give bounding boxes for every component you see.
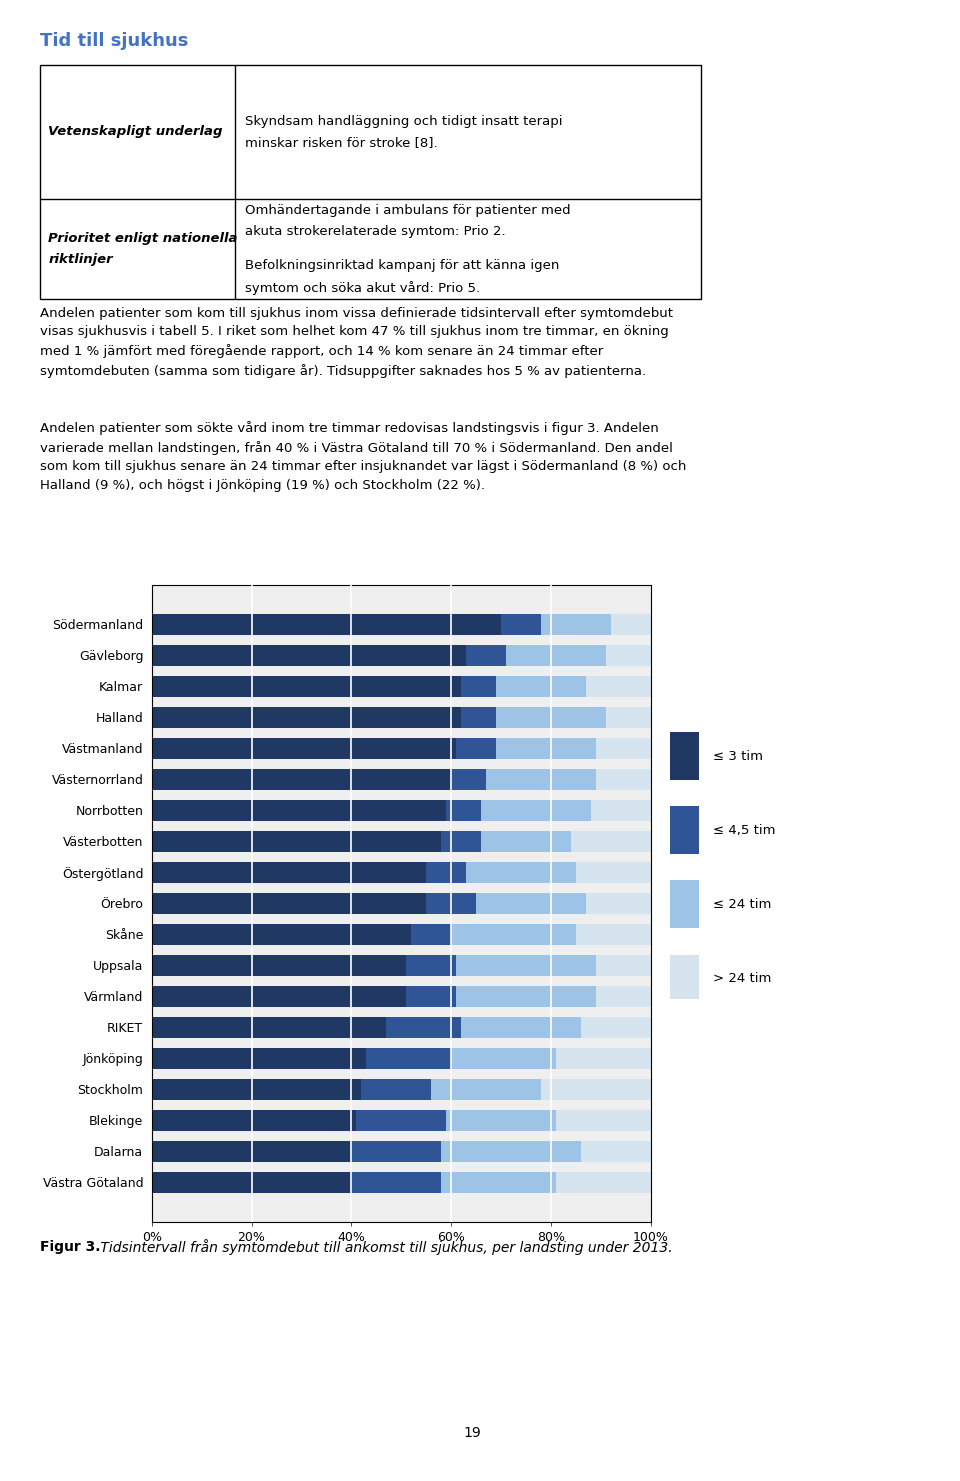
Bar: [152, 800, 446, 820]
Bar: [152, 675, 461, 698]
Bar: [581, 1017, 651, 1038]
Bar: [442, 831, 481, 852]
Bar: [461, 706, 496, 729]
Bar: [556, 1171, 651, 1192]
Text: > 24 tim: > 24 tim: [713, 972, 772, 985]
Bar: [556, 1109, 651, 1131]
Text: Andelen patienter som sökte vård inom tre timmar redovisas landstingsvis i figur: Andelen patienter som sökte vård inom tr…: [40, 421, 686, 492]
Bar: [386, 1017, 461, 1038]
Bar: [451, 1049, 556, 1069]
Bar: [152, 955, 406, 976]
Bar: [556, 1049, 651, 1069]
Bar: [467, 644, 506, 666]
Bar: [152, 831, 442, 852]
Bar: [152, 769, 451, 789]
Bar: [670, 954, 699, 1001]
Bar: [406, 986, 456, 1007]
Bar: [596, 986, 651, 1007]
Bar: [426, 893, 476, 914]
Bar: [152, 924, 411, 945]
Bar: [431, 1078, 541, 1100]
Bar: [541, 615, 611, 635]
Bar: [501, 615, 541, 635]
Bar: [496, 675, 586, 698]
Text: Prioritet enligt nationella
riktlinjer: Prioritet enligt nationella riktlinjer: [48, 233, 238, 267]
Bar: [670, 880, 699, 927]
Bar: [586, 675, 651, 698]
Text: Vetenskapligt underlag: Vetenskapligt underlag: [48, 126, 223, 138]
Bar: [576, 862, 651, 883]
Bar: [361, 1078, 431, 1100]
Bar: [467, 862, 576, 883]
Bar: [411, 924, 451, 945]
Bar: [406, 955, 456, 976]
Bar: [670, 732, 699, 779]
Bar: [591, 800, 651, 820]
Bar: [506, 644, 606, 666]
Bar: [541, 1078, 651, 1100]
Bar: [451, 924, 576, 945]
Text: 19: 19: [464, 1426, 481, 1440]
Text: ≤ 3 tim: ≤ 3 tim: [713, 749, 763, 763]
Bar: [581, 1140, 651, 1163]
Bar: [670, 806, 699, 853]
Bar: [481, 800, 591, 820]
Bar: [152, 1140, 351, 1163]
Text: ≤ 24 tim: ≤ 24 tim: [713, 897, 772, 911]
Text: Tidsintervall från symtomdebut till ankomst till sjukhus, per landsting under 20: Tidsintervall från symtomdebut till anko…: [96, 1240, 673, 1254]
Bar: [451, 769, 486, 789]
Bar: [152, 706, 461, 729]
Bar: [576, 924, 651, 945]
Bar: [152, 615, 501, 635]
Bar: [596, 955, 651, 976]
Bar: [442, 1171, 556, 1192]
Bar: [351, 1140, 442, 1163]
Bar: [152, 1049, 367, 1069]
Bar: [496, 706, 606, 729]
Bar: [446, 800, 481, 820]
Bar: [442, 1140, 581, 1163]
Bar: [606, 706, 651, 729]
Bar: [596, 769, 651, 789]
Bar: [152, 644, 467, 666]
Bar: [152, 1078, 361, 1100]
Bar: [356, 1109, 446, 1131]
Text: ≤ 4,5 tim: ≤ 4,5 tim: [713, 823, 776, 837]
Text: Figur 3.: Figur 3.: [40, 1240, 101, 1254]
Bar: [486, 769, 596, 789]
Bar: [456, 955, 596, 976]
Bar: [152, 893, 426, 914]
Bar: [461, 675, 496, 698]
Bar: [351, 1171, 442, 1192]
Text: Andelen patienter som kom till sjukhus inom vissa definierade tidsintervall efte: Andelen patienter som kom till sjukhus i…: [40, 307, 673, 378]
Bar: [456, 738, 496, 758]
Text: Tid till sjukhus: Tid till sjukhus: [40, 31, 189, 50]
Bar: [152, 1017, 386, 1038]
Bar: [571, 831, 651, 852]
Bar: [152, 862, 426, 883]
Bar: [367, 1049, 451, 1069]
Bar: [152, 1109, 356, 1131]
Bar: [152, 738, 456, 758]
Bar: [152, 986, 406, 1007]
Bar: [476, 893, 586, 914]
Bar: [152, 1171, 351, 1192]
Text: Befolkningsinriktad kampanj för att känna igen
symtom och söka akut vård: Prio 5: Befolkningsinriktad kampanj för att känn…: [245, 259, 560, 295]
Bar: [611, 615, 651, 635]
Bar: [606, 644, 651, 666]
Bar: [481, 831, 571, 852]
Text: Omhändertagande i ambulans för patienter med
akuta strokerelaterade symtom: Prio: Omhändertagande i ambulans för patienter…: [245, 204, 570, 237]
Bar: [596, 738, 651, 758]
Text: Skyndsam handläggning och tidigt insatt terapi
minskar risken för stroke [8].: Skyndsam handläggning och tidigt insatt …: [245, 116, 563, 150]
Bar: [461, 1017, 581, 1038]
Bar: [426, 862, 467, 883]
Bar: [446, 1109, 556, 1131]
Bar: [456, 986, 596, 1007]
Bar: [586, 893, 651, 914]
Bar: [496, 738, 596, 758]
